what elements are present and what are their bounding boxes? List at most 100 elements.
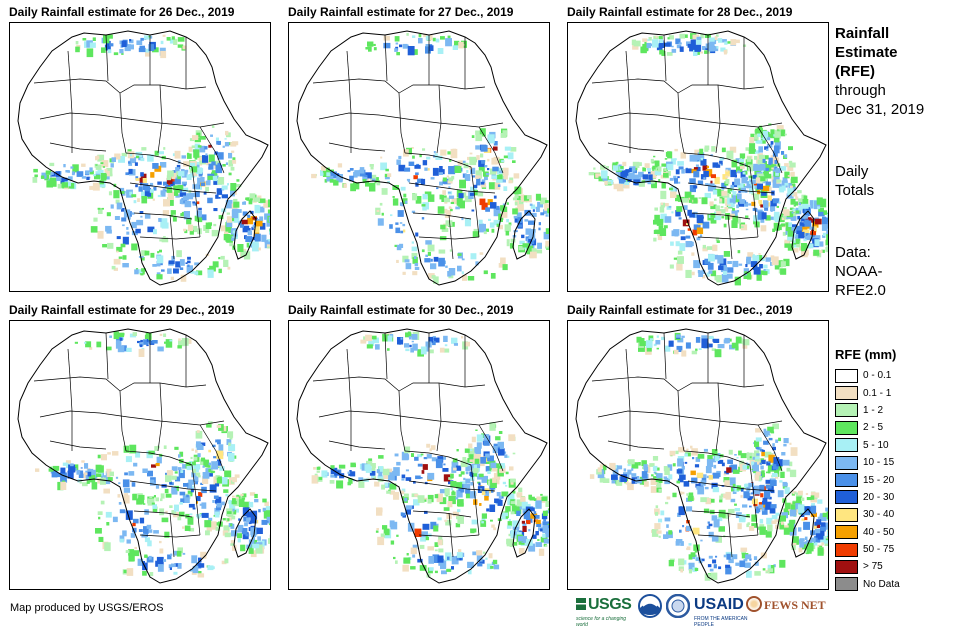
rain-cell xyxy=(366,460,373,467)
rain-cell xyxy=(754,458,761,466)
rain-cell xyxy=(510,147,517,152)
rain-cell xyxy=(742,171,746,175)
rain-cell xyxy=(232,159,237,164)
rain-cell xyxy=(603,478,610,483)
rain-cell xyxy=(498,495,502,500)
rain-cell xyxy=(129,191,133,196)
rain-cell xyxy=(450,209,453,212)
rain-cell xyxy=(784,171,790,179)
rain-cell xyxy=(132,550,140,557)
madagascar-outline xyxy=(512,210,536,260)
rain-cell xyxy=(795,500,800,503)
rain-cell xyxy=(128,168,133,174)
rain-cell xyxy=(783,508,790,515)
rain-cell xyxy=(627,463,631,467)
rain-cell xyxy=(259,206,265,213)
rain-cell xyxy=(192,203,196,206)
legend-item: 20 - 30 xyxy=(835,489,963,506)
rain-cell xyxy=(680,152,686,159)
rain-cell xyxy=(781,521,784,525)
rain-cell xyxy=(761,451,765,457)
rain-cell xyxy=(393,467,400,476)
rain-cell xyxy=(458,193,464,199)
rain-cell xyxy=(497,499,503,506)
rain-cell xyxy=(181,155,186,159)
rain-cell xyxy=(343,183,347,188)
rain-cell xyxy=(653,471,657,474)
rain-cell xyxy=(736,166,743,172)
rain-cell xyxy=(774,211,780,217)
rain-cell xyxy=(723,477,730,483)
rain-cell xyxy=(754,221,760,228)
rain-cell xyxy=(761,212,767,220)
rain-cell xyxy=(818,207,824,212)
rain-cell xyxy=(178,340,185,347)
rain-cell xyxy=(404,493,409,498)
rain-cell xyxy=(413,175,418,180)
rain-cell xyxy=(663,225,668,229)
rain-cell xyxy=(545,245,549,249)
rain-cell xyxy=(751,192,754,196)
rain-cell xyxy=(440,36,445,40)
rain-cell xyxy=(720,47,726,52)
rain-cell xyxy=(35,468,40,472)
rain-cell xyxy=(695,348,698,352)
legend-label: 50 - 75 xyxy=(863,544,895,556)
rain-cell xyxy=(654,160,660,167)
rain-cell xyxy=(415,475,421,480)
rain-cell xyxy=(656,474,659,477)
rain-cell xyxy=(457,491,461,494)
rain-cell xyxy=(767,464,775,472)
rain-cell xyxy=(440,224,446,230)
rain-cell xyxy=(719,160,723,164)
rain-cell xyxy=(645,340,653,348)
rain-cell xyxy=(643,178,647,183)
rain-cell xyxy=(254,226,260,233)
rain-cell xyxy=(387,348,390,351)
rain-cell xyxy=(686,41,691,46)
rain-cell xyxy=(693,49,698,56)
rain-cell xyxy=(778,128,782,131)
rain-cell xyxy=(708,523,713,527)
rain-cell xyxy=(769,506,776,514)
rain-cell xyxy=(802,229,810,237)
rain-cell xyxy=(378,471,383,477)
rain-cell xyxy=(735,346,739,351)
rain-cell xyxy=(106,229,112,234)
rain-cell xyxy=(704,258,711,265)
rain-cell xyxy=(763,264,768,269)
rain-cell xyxy=(198,557,202,563)
rain-cell xyxy=(65,170,69,173)
rain-cell xyxy=(755,128,760,134)
rain-cell xyxy=(780,471,785,478)
rain-cell xyxy=(228,442,231,446)
rain-cell xyxy=(76,171,84,177)
rain-cell xyxy=(211,170,217,176)
rain-cell xyxy=(153,495,156,498)
rain-cell xyxy=(424,497,428,500)
rain-cell xyxy=(207,473,213,477)
rain-cell xyxy=(447,271,452,277)
rain-cell xyxy=(202,472,210,479)
rain-cell xyxy=(685,452,691,457)
rain-cell xyxy=(176,550,182,557)
rain-cell xyxy=(252,543,260,549)
rain-cell xyxy=(689,213,695,218)
rain-cell xyxy=(380,162,387,171)
rain-cell xyxy=(774,216,782,223)
rain-cell xyxy=(751,179,757,184)
rain-cell xyxy=(671,48,677,53)
rain-cell xyxy=(396,259,399,263)
rain-cell xyxy=(443,507,450,511)
rain-cell xyxy=(510,478,516,483)
rain-cell xyxy=(401,478,405,481)
rain-cell xyxy=(149,572,154,577)
rain-cell xyxy=(223,259,229,267)
rain-cell xyxy=(452,148,457,153)
rain-cell xyxy=(738,450,742,456)
country-border xyxy=(318,112,504,128)
usaid-tagline: FROM THE AMERICAN PEOPLE xyxy=(694,616,748,626)
rain-cell xyxy=(505,485,508,487)
rain-cell xyxy=(252,236,257,241)
rain-cell xyxy=(168,564,173,569)
